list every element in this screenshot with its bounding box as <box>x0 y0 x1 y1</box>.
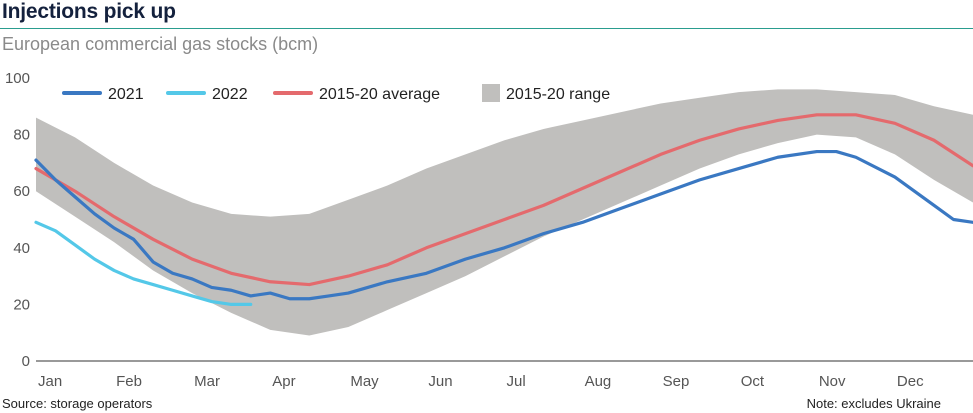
chart-subtitle: European commercial gas stocks (bcm) <box>2 34 319 54</box>
x-tick-label: May <box>350 373 379 390</box>
x-axis-ticks: Jan Feb Mar Apr May Jun Jul Aug Sep Oct Nov Dec <box>38 373 924 390</box>
title-divider <box>0 28 973 29</box>
y-tick-label: 60 <box>13 183 30 200</box>
legend-label: 2021 <box>108 86 144 103</box>
chart-title: Injections pick up <box>2 0 176 23</box>
legend-item-average: 2015-20 average <box>273 86 440 103</box>
x-tick-label: Dec <box>897 373 924 390</box>
series-average-line <box>34 113 973 287</box>
x-tick-label: Mar <box>194 373 220 390</box>
y-tick-label: 0 <box>22 353 30 370</box>
legend-label: 2015-20 average <box>319 86 440 103</box>
legend-item-2022: 2022 <box>166 86 248 103</box>
legend-item-2021: 2021 <box>62 86 144 103</box>
series-2022-line <box>34 220 253 306</box>
x-tick-label: Feb <box>116 373 142 390</box>
x-tick-label: Nov <box>819 373 846 390</box>
series-2021-line <box>34 149 973 301</box>
y-tick-label: 100 <box>5 70 30 87</box>
legend-item-range: 2015-20 range <box>482 84 610 103</box>
x-tick-label: Jul <box>507 373 526 390</box>
x-tick-label: Oct <box>741 373 765 390</box>
y-tick-label: 80 <box>13 127 30 144</box>
x-tick-label: Sep <box>663 373 690 390</box>
footnote: Note: excludes Ukraine <box>806 396 941 411</box>
legend-swatch <box>482 84 500 102</box>
range-band-layer <box>36 89 973 336</box>
series-lines-layer <box>34 113 973 306</box>
y-tick-label: 40 <box>13 240 30 257</box>
x-tick-label: Jun <box>428 373 452 390</box>
legend-label: 2015-20 range <box>506 86 610 103</box>
range-band <box>36 89 973 336</box>
x-tick-label: Jan <box>38 373 62 390</box>
x-tick-label: Aug <box>585 373 612 390</box>
y-tick-label: 20 <box>13 296 30 313</box>
source-note: Source: storage operators <box>2 396 153 411</box>
x-tick-label: Apr <box>272 373 295 390</box>
legend-label: 2022 <box>212 86 248 103</box>
legend: 2021 2022 2015-20 average 2015-20 range <box>62 84 610 103</box>
y-axis-ticks: 0 20 40 60 80 100 <box>5 70 30 370</box>
